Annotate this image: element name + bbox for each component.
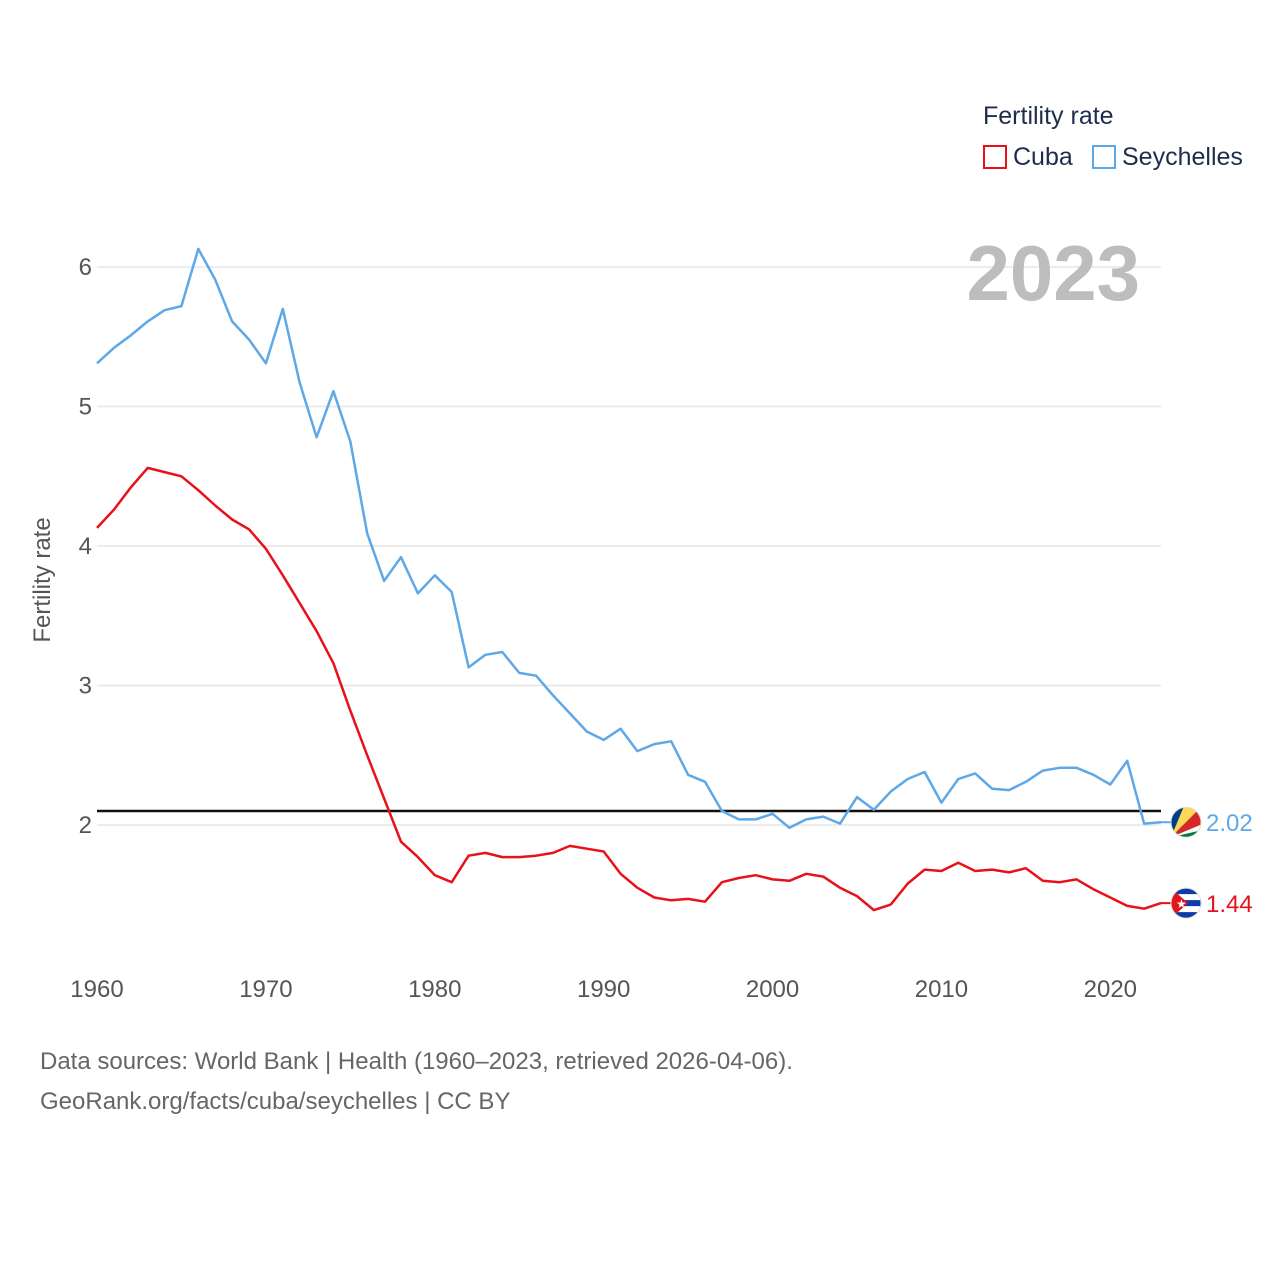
x-tick-label: 2000: [746, 976, 799, 1003]
x-tick-label: 2010: [915, 976, 968, 1003]
seychelles-flag-icon: [1170, 806, 1202, 838]
x-tick-label: 1970: [239, 976, 292, 1003]
y-tick-label: 4: [79, 533, 92, 560]
legend-item-cuba[interactable]: Cuba: [983, 143, 1073, 171]
y-tick-label: 3: [79, 673, 92, 700]
x-tick-label: 1980: [408, 976, 461, 1003]
series-line-cuba: [96, 466, 1162, 912]
legend-title: Fertility rate: [983, 102, 1114, 130]
x-axis-ticks: 1960 1970 1980 1990 2000 2010 2020: [70, 976, 1137, 1003]
y-tick-label: 2: [79, 812, 92, 839]
chart-area: 2 3 4 5 6 1960 1970 1980 1990 2000 2010 2020 Ferti…: [29, 102, 1253, 1003]
end-value-label-cuba: 1.44: [1206, 891, 1253, 918]
y-axis-label: Fertility rate: [29, 517, 56, 642]
legend-swatch-seychelles: [1092, 145, 1116, 169]
x-tick-label: 2020: [1084, 976, 1137, 1003]
y-tick-label: 6: [79, 254, 92, 281]
footer-credit: GeoRank.org/facts/cuba/seychelles | CC B…: [40, 1088, 511, 1115]
legend-swatch-cuba: [983, 145, 1007, 169]
year-label: 2023: [966, 229, 1140, 317]
legend-item-seychelles[interactable]: Seychelles: [1092, 143, 1243, 171]
series-line-seychelles: [96, 247, 1162, 830]
end-value-label-seychelles: 2.02: [1206, 810, 1253, 837]
gridlines: [97, 266, 1161, 826]
series-lines: [96, 247, 1162, 912]
x-tick-label: 1960: [70, 976, 123, 1003]
y-axis-ticks: 2 3 4 5 6: [79, 254, 92, 839]
svg-text:★: ★: [1176, 897, 1187, 911]
y-tick-label: 5: [79, 394, 92, 421]
footer: Data sources: World Bank | Health (1960–…: [40, 1042, 793, 1122]
footer-sources: Data sources: World Bank | Health (1960–…: [40, 1048, 793, 1075]
legend: Fertility rate Cuba Seychelles: [983, 102, 1243, 171]
legend-label-seychelles: Seychelles: [1122, 143, 1243, 171]
legend-label-cuba: Cuba: [1013, 143, 1073, 171]
end-markers: ★ 1.44 2.02: [1161, 806, 1253, 919]
cuba-flag-icon: ★: [1170, 887, 1202, 919]
x-tick-label: 1990: [577, 976, 630, 1003]
